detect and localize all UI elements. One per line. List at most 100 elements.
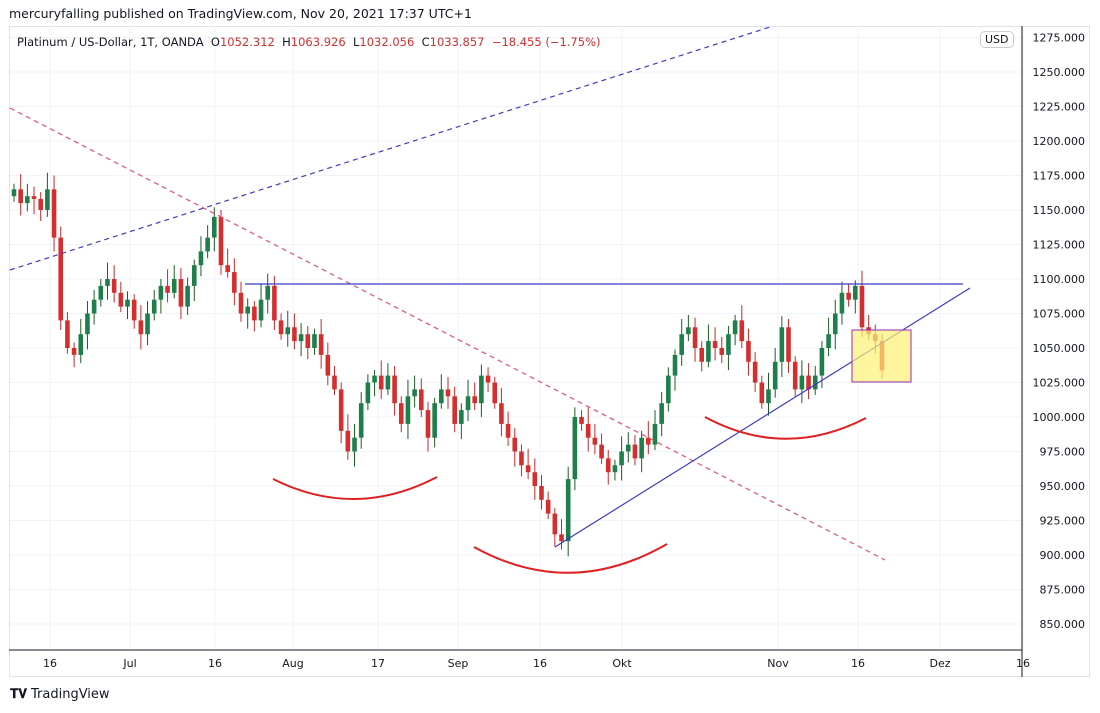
candle-body [378, 375, 384, 390]
candle-body [712, 341, 718, 348]
candle-body [632, 444, 638, 459]
candle [165, 269, 170, 303]
red-dashed-trendline [9, 107, 886, 561]
candle-body [358, 403, 364, 438]
candle-body [525, 465, 531, 473]
candle [118, 281, 124, 313]
time-tick-label: Dez [929, 657, 950, 670]
candle [532, 458, 538, 500]
candle [418, 378, 424, 417]
candle [792, 356, 798, 397]
candle-body [519, 451, 524, 466]
candle-body [472, 396, 478, 404]
candle [312, 328, 317, 355]
candle [131, 294, 137, 329]
candle-body [325, 354, 331, 376]
price-tick-label: 1175.000 [1033, 170, 1086, 183]
candle-body [398, 403, 404, 424]
price-tick-label: 1225.000 [1033, 101, 1086, 114]
candle [839, 281, 845, 325]
candle-body [418, 389, 424, 411]
candle-body [539, 486, 544, 500]
candle [672, 349, 678, 391]
candle [372, 370, 377, 397]
candle [639, 430, 644, 473]
candle-body [312, 334, 317, 348]
candle-body [479, 375, 484, 404]
candle [305, 325, 311, 360]
candle [766, 372, 771, 416]
candle-body [465, 396, 471, 411]
candle [772, 348, 778, 398]
candle [232, 258, 237, 306]
candle [151, 290, 157, 321]
candle-body [11, 189, 17, 197]
candle-body [592, 437, 598, 445]
candle-body [779, 327, 785, 362]
currency-button[interactable]: USD [980, 31, 1014, 48]
candle [191, 259, 197, 302]
candle [392, 365, 397, 416]
candle-body [232, 272, 237, 293]
candle-body [786, 327, 791, 362]
candle-body [405, 396, 411, 424]
candle [332, 365, 337, 395]
candle-body [432, 403, 437, 438]
candle [565, 466, 571, 557]
candle [472, 382, 478, 411]
candle-body [625, 444, 631, 452]
candle [25, 183, 30, 212]
candle [465, 379, 471, 422]
candle-body [25, 196, 30, 204]
tradingview-logo[interactable]: 𝐓𝐕 TradingView [10, 687, 110, 702]
candle-body [772, 361, 778, 390]
candle [205, 225, 210, 259]
time-tick-label: Okt [612, 657, 632, 670]
candle [666, 367, 671, 412]
price-tick-label: 1025.000 [1033, 377, 1086, 390]
candle [505, 411, 511, 446]
candle-body [158, 285, 164, 300]
candle [432, 397, 437, 448]
candle [325, 342, 331, 386]
candle-body [151, 299, 157, 314]
candle-body [452, 396, 457, 424]
time-tick-label: 16 [1016, 657, 1030, 670]
candle [105, 262, 110, 300]
candle [225, 248, 230, 278]
candle [739, 305, 745, 348]
candle-body [205, 237, 210, 252]
candle [539, 474, 544, 510]
candle-body [605, 458, 611, 473]
candle [652, 410, 658, 451]
candle [378, 360, 384, 400]
candle-body [338, 389, 344, 431]
candle-body [305, 334, 311, 348]
candle-body [559, 534, 564, 542]
candle-body [372, 375, 377, 383]
candle [632, 434, 638, 466]
candle [145, 301, 150, 346]
candle [38, 192, 44, 222]
candle-body [412, 389, 417, 397]
symbol-name[interactable]: Platinum / US-Dollar, 1T, OANDA [17, 35, 204, 49]
candle-body [58, 237, 64, 321]
candle [752, 352, 758, 393]
candle-body [499, 403, 504, 424]
candle [719, 336, 725, 364]
candle-body [439, 389, 444, 404]
candle [178, 267, 184, 320]
candle-body [706, 341, 711, 362]
candle-body [131, 299, 137, 321]
candle [619, 436, 624, 481]
candle [732, 314, 738, 346]
candle-body [38, 198, 44, 210]
time-tick-label: 16 [43, 657, 57, 670]
price-tick-label: 1050.000 [1033, 342, 1086, 355]
candle-body [552, 513, 558, 535]
candle-body [832, 313, 838, 335]
candle [712, 327, 718, 361]
candle-body [759, 382, 765, 404]
candle [625, 432, 631, 463]
